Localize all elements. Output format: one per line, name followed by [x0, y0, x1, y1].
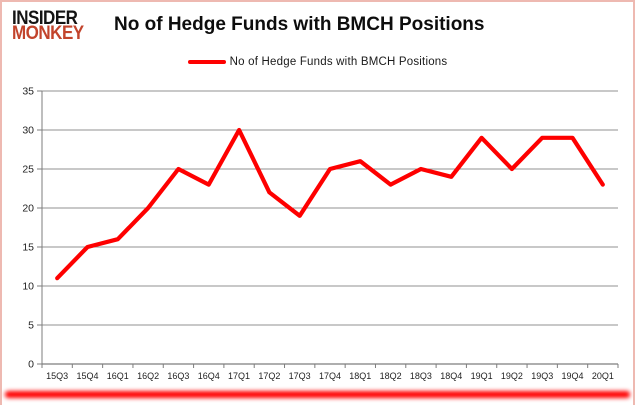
legend-line-swatch — [187, 60, 226, 64]
y-tick-label: 5 — [28, 320, 34, 332]
x-tick-label: 19Q1 — [471, 371, 493, 381]
x-tick-label: 18Q1 — [349, 371, 371, 381]
y-tick-label: 0 — [28, 359, 34, 371]
x-tick-label: 18Q4 — [440, 371, 462, 381]
x-tick-label: 19Q4 — [562, 371, 584, 381]
x-tick-label: 17Q3 — [289, 371, 311, 381]
x-tick-label: 16Q3 — [167, 371, 189, 381]
y-tick-label: 25 — [22, 164, 34, 176]
logo-monkey-text: MONKEY — [12, 21, 84, 44]
x-tick-label: 18Q2 — [380, 371, 402, 381]
x-tick-label: 17Q4 — [319, 371, 341, 381]
x-tick-label: 16Q2 — [137, 371, 159, 381]
x-axis-labels: 15Q3 15Q4 16Q1 16Q2 16Q3 16Q4 17Q1 17Q2 17Q3 17Q4… — [46, 371, 614, 381]
insider-monkey-logo: INSIDER MONKEY — [12, 6, 84, 44]
x-tick-label: 20Q1 — [592, 371, 614, 381]
x-tick-label: 15Q3 — [46, 371, 68, 381]
line-chart: 0 5 10 15 20 25 30 35 15Q3 15Q4 16Q1 16Q2 16Q3 16Q4 17… — [22, 86, 619, 381]
x-tick-label: 16Q4 — [198, 371, 220, 381]
y-tick-label: 15 — [22, 242, 34, 254]
legend: No of Hedge Funds with BMCH Positions — [2, 56, 633, 68]
x-tick-label: 17Q2 — [258, 371, 280, 381]
axes — [37, 90, 619, 368]
y-tick-label: 10 — [22, 281, 34, 293]
x-tick-label: 17Q1 — [228, 371, 250, 381]
y-tick-label: 30 — [22, 125, 34, 137]
x-tick-label: 18Q3 — [410, 371, 432, 381]
x-tick-label: 16Q1 — [107, 371, 129, 381]
legend-label: No of Hedge Funds with BMCH Positions — [229, 56, 448, 68]
x-tick-label: 19Q2 — [501, 371, 523, 381]
bottom-border-bar — [5, 391, 630, 398]
y-axis-labels: 0 5 10 15 20 25 30 35 — [22, 86, 34, 371]
series-line — [55, 127, 605, 281]
x-tick-label: 15Q4 — [76, 371, 98, 381]
chart-title: No of Hedge Funds with BMCH Positions — [114, 14, 485, 35]
y-tick-label: 20 — [22, 203, 34, 215]
logo-insider-text: INSIDER — [12, 6, 78, 29]
y-tick-label: 35 — [22, 86, 34, 98]
x-tick-label: 19Q3 — [531, 371, 553, 381]
